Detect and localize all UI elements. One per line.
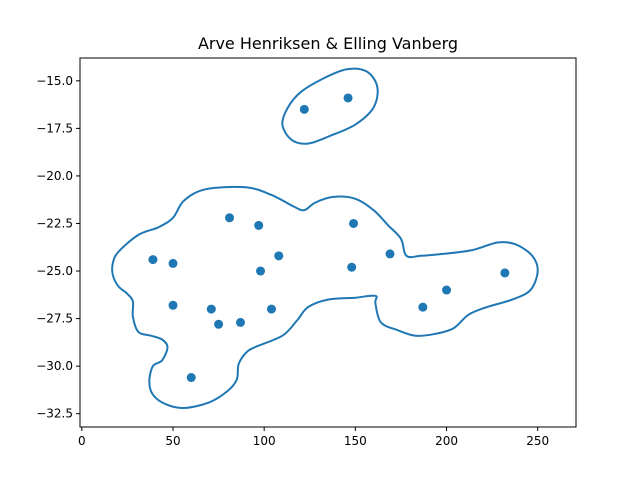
data-point-19 <box>186 373 196 383</box>
data-point-1 <box>343 93 353 103</box>
data-point-3 <box>254 220 264 230</box>
y-axis: −32.5 −30.0 −27.5 −25.0 −22.5 −20.0 −17.5 −15.0 <box>36 74 80 421</box>
contour-layer <box>111 67 539 410</box>
x-tick-label: 150 <box>344 434 367 448</box>
data-point-0 <box>299 104 309 114</box>
plot-frame <box>79 57 577 428</box>
data-point-14 <box>206 304 216 314</box>
y-tick-label: −22.5 <box>36 216 73 230</box>
y-tick-label: −20.0 <box>36 169 73 183</box>
x-tick-label: 0 <box>78 434 86 448</box>
data-point-2 <box>225 213 235 223</box>
points-layer <box>148 93 510 383</box>
y-tick-label: −27.5 <box>36 312 73 326</box>
data-point-4 <box>349 218 359 228</box>
x-tick-label: 200 <box>435 434 458 448</box>
data-point-7 <box>256 266 266 276</box>
x-tick-label: 250 <box>526 434 549 448</box>
data-point-8 <box>274 251 284 261</box>
density-contour-1 <box>111 185 539 410</box>
y-tick-label: −32.5 <box>36 407 73 421</box>
chart-title: Arve Henriksen & Elling Vanberg <box>198 34 458 53</box>
density-contour-0 <box>281 67 379 145</box>
data-point-6 <box>168 258 178 268</box>
x-tick-label: 100 <box>253 434 276 448</box>
data-point-18 <box>418 302 428 312</box>
data-point-15 <box>214 319 224 329</box>
data-point-9 <box>347 262 357 272</box>
data-point-5 <box>148 255 158 265</box>
x-tick-label: 50 <box>165 434 180 448</box>
y-tick-label: −25.0 <box>36 264 73 278</box>
data-point-16 <box>235 317 245 327</box>
data-point-12 <box>442 285 452 295</box>
x-axis: 0 50 100 150 200 250 <box>78 427 549 448</box>
data-point-13 <box>168 300 178 310</box>
data-point-10 <box>385 249 395 259</box>
data-point-17 <box>266 304 276 314</box>
data-point-11 <box>500 268 510 278</box>
y-tick-label: −17.5 <box>36 121 73 135</box>
y-tick-label: −15.0 <box>36 74 73 88</box>
y-tick-label: −30.0 <box>36 359 73 373</box>
